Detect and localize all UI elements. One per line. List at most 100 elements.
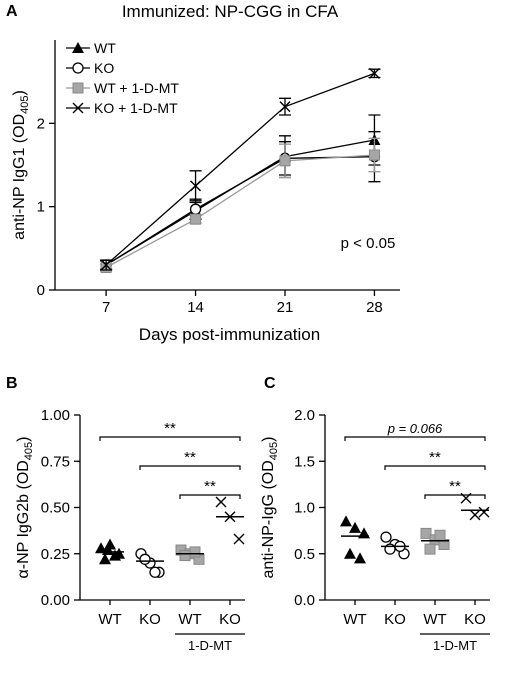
marker-triangle: [349, 521, 361, 533]
y-axis-label: α-NP IgG2b (OD405): [15, 436, 35, 578]
y-tick-label: 1.0: [294, 500, 315, 517]
y-axis-label-subscript: 405: [268, 442, 280, 460]
marker-x: [215, 496, 227, 508]
x-tick-label: 14: [187, 299, 204, 316]
marker-square: [279, 155, 291, 167]
y-tick-label: 0: [37, 282, 45, 299]
marker-circle: [149, 566, 161, 578]
legend-label: WT + 1-D-MT: [94, 80, 179, 96]
legend-label: WT: [94, 40, 116, 56]
y-tick-label: 0.00: [41, 592, 70, 609]
marker-triangle: [340, 515, 352, 527]
significance-label: **: [449, 478, 461, 495]
y-tick-label: 2: [37, 115, 45, 132]
significance-label: **: [164, 420, 176, 437]
y-tick-label: 0.75: [41, 453, 70, 470]
significance-bracket: [424, 494, 486, 499]
marker-triangle: [72, 42, 84, 53]
x-tick-label: WT: [178, 611, 201, 628]
y-axis-label-part: anti-NP-IgG (OD: [260, 460, 277, 578]
annotation: p < 0.05: [341, 235, 396, 252]
marker-square: [190, 213, 202, 225]
y-tick-label: 2.0: [294, 407, 315, 424]
x-tick-label: WT: [98, 611, 121, 628]
significance-bracket: [99, 436, 241, 441]
marker-square: [189, 546, 201, 558]
y-axis-label-part: ): [260, 437, 277, 442]
series-line: [105, 154, 375, 269]
marker-square: [368, 149, 380, 161]
y-axis-label: anti-NP IgG1 (OD405): [11, 90, 31, 240]
marker-x: [233, 533, 245, 545]
marker-triangle: [95, 542, 107, 554]
marker-circle: [189, 203, 202, 215]
panel-a: A Immunized: NP-CGG in CFA 0 1 2 7 14 21 28 Days …: [6, 2, 400, 344]
panel-letter: B: [6, 375, 18, 392]
significance-bracket: [384, 465, 486, 470]
marker-square: [424, 543, 436, 555]
x-axis-label: Days post-immunization: [139, 325, 320, 344]
legend-label: KO: [94, 60, 114, 76]
y-tick-label: 1.00: [41, 407, 70, 424]
marker-circle: [72, 62, 84, 74]
significance-label: **: [184, 449, 196, 466]
x-tick-label: KO: [139, 611, 161, 628]
y-axis-label-subscript: 405: [23, 442, 35, 460]
panel-b: B 0.00 0.25 0.50 0.75 1.00 α-NP IgG2b (OD405) W…: [6, 375, 245, 653]
series-line: [105, 156, 375, 266]
significance-label: **: [204, 478, 216, 495]
significance-bracket: [139, 465, 241, 470]
marker-x: [478, 506, 490, 518]
marker-x: [279, 101, 291, 113]
marker-square: [420, 527, 432, 539]
x-tick-label: KO: [464, 611, 486, 628]
marker-x: [72, 102, 84, 114]
x-tick-label: 7: [102, 299, 110, 316]
y-tick-label: 0.25: [41, 546, 70, 563]
legend-label: KO + 1-D-MT: [94, 100, 178, 116]
y-tick-label: 0.0: [294, 592, 315, 609]
y-tick-label: 1: [37, 199, 45, 216]
y-tick-label: 0.5: [294, 546, 315, 563]
y-axis-label-part: ): [15, 436, 32, 441]
x-tick-label: WT: [343, 611, 366, 628]
x-tick-label: 28: [366, 299, 383, 316]
y-tick-label: 1.5: [294, 453, 315, 470]
panel-letter: C: [264, 375, 276, 392]
x-tick-label: 21: [277, 299, 294, 316]
marker-triangle: [354, 552, 366, 564]
marker-x: [368, 67, 380, 79]
y-tick-label: 0.50: [41, 500, 70, 517]
x-tick-label: KO: [219, 611, 241, 628]
marker-x: [190, 180, 202, 192]
series-line: [105, 72, 375, 266]
marker-triangle: [99, 553, 111, 565]
marker-circle: [380, 531, 392, 543]
panel-letter: A: [6, 3, 18, 20]
significance-label: p = 0.066: [387, 421, 443, 436]
x-tick-label: WT: [423, 611, 446, 628]
group-label: 1-D-MT: [188, 638, 232, 653]
significance-bracket: [344, 436, 486, 441]
y-axis-label-part: anti-NP IgG1 (OD: [11, 114, 28, 240]
marker-x: [469, 509, 481, 521]
y-axis-label-part: α-NP IgG2b (OD: [15, 460, 32, 578]
chart-title: Immunized: NP-CGG in CFA: [122, 2, 339, 21]
significance-bracket: [179, 494, 241, 499]
marker-triangle: [109, 549, 121, 561]
y-axis-label-part: ): [11, 90, 28, 95]
y-axis-label-subscript: 405: [19, 96, 31, 114]
marker-square: [72, 82, 84, 94]
panel-c: C 0.0 0.5 1.0 1.5 2.0 anti-NP-IgG (OD405) WT KO W…: [260, 375, 490, 653]
marker-triangle: [344, 547, 356, 559]
group-label: 1-D-MT: [433, 638, 477, 653]
marker-square: [434, 529, 446, 541]
marker-x: [100, 259, 112, 271]
y-axis-label: anti-NP-IgG (OD405): [260, 437, 280, 579]
marker-circle: [139, 553, 151, 565]
marker-square: [179, 550, 191, 562]
significance-label: **: [429, 449, 441, 466]
x-tick-label: KO: [384, 611, 406, 628]
